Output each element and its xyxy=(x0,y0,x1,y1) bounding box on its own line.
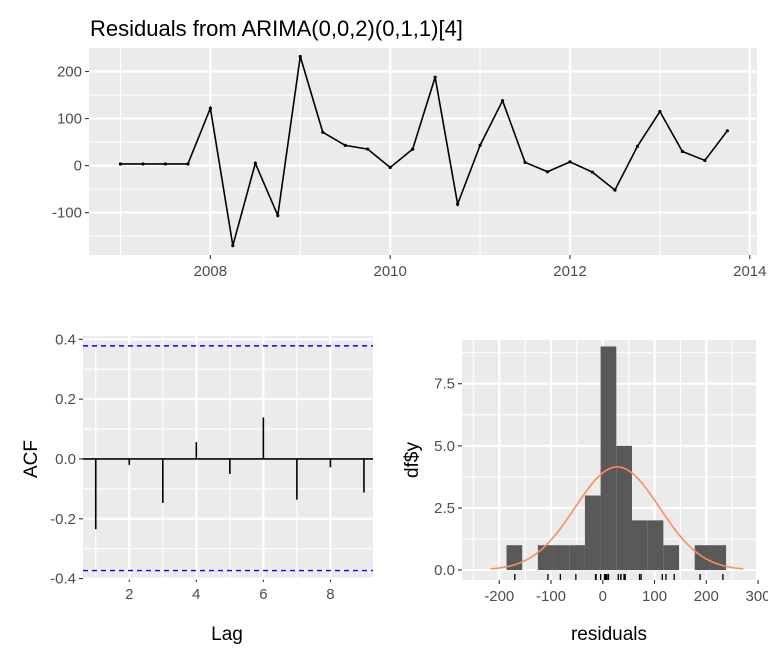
x-tick-label: 6 xyxy=(259,586,267,603)
residual-point xyxy=(635,144,640,148)
residual-point xyxy=(276,213,280,218)
x-tick-label: 100 xyxy=(642,588,667,605)
x-tick-label: -100 xyxy=(536,588,566,605)
residuals-plot-title: Residuals from ARIMA(0,0,2)(0,1,1)[4] xyxy=(90,16,463,41)
histogram-bar xyxy=(710,545,727,571)
histogram-y-axis-title: df$y xyxy=(402,442,423,478)
residual-point xyxy=(388,165,392,170)
x-tick-label: 2014 xyxy=(733,263,766,280)
residual-point xyxy=(613,188,617,192)
residual-point xyxy=(141,162,145,166)
x-tick-label: 2008 xyxy=(194,263,227,280)
residual-point xyxy=(680,149,684,154)
residual-point xyxy=(545,170,550,174)
residuals-histogram: -200 -100 0 100 200 300 0.0 2.5 5.0 7.5 xyxy=(434,340,768,605)
residual-point xyxy=(343,143,347,147)
y-tick-label: 200 xyxy=(57,64,82,81)
histogram-bar xyxy=(631,520,648,571)
histogram-bar xyxy=(569,545,585,571)
residual-point xyxy=(500,99,505,103)
y-tick-label: 0 xyxy=(74,158,82,175)
residual-point xyxy=(366,147,370,151)
y-tick-label: 100 xyxy=(57,111,82,128)
x-tick-label: 200 xyxy=(694,588,719,605)
y-tick-label: 7.5 xyxy=(434,376,455,393)
y-tick-label: -0.2 xyxy=(50,511,76,528)
residual-point xyxy=(725,129,729,133)
residual-point xyxy=(523,160,527,164)
residual-point xyxy=(703,158,707,163)
residual-point xyxy=(590,170,595,174)
histogram-x-axis-title: residuals xyxy=(571,624,647,645)
histogram-bar xyxy=(647,520,664,571)
x-tick-label: 4 xyxy=(192,586,200,603)
residual-point xyxy=(118,162,123,166)
residual-point xyxy=(433,75,437,79)
residual-point xyxy=(658,109,662,114)
y-tick-label: 0.2 xyxy=(55,391,76,408)
y-tick-label: 0.0 xyxy=(55,451,76,468)
x-tick-label: 2010 xyxy=(373,263,406,280)
x-tick-label: 0 xyxy=(599,588,607,605)
acf-plot: 2 4 6 8 -0.4 -0.2 0.0 0.2 0.4 xyxy=(50,331,373,603)
x-tick-label: 2012 xyxy=(553,263,586,280)
histogram-bar xyxy=(537,545,554,571)
histogram-bar xyxy=(616,445,632,571)
panel-background xyxy=(83,336,373,578)
acf-y-axis-title: ACF xyxy=(21,440,42,478)
residual-point xyxy=(411,147,415,151)
histogram-bar xyxy=(553,545,570,571)
y-tick-label: 0.4 xyxy=(55,331,76,348)
histogram-bar xyxy=(584,495,601,571)
residual-point xyxy=(163,162,168,166)
x-tick-label: 300 xyxy=(746,588,768,605)
residual-line xyxy=(120,56,728,246)
residual-point xyxy=(253,161,257,165)
residual-point xyxy=(568,160,572,164)
residual-point xyxy=(456,202,460,206)
x-tick-label: 8 xyxy=(326,586,334,603)
residuals-time-plot: 2008 2010 2012 2014 -100 0 100 200 xyxy=(52,48,766,280)
residual-point xyxy=(231,243,235,248)
x-tick-label: 2 xyxy=(125,586,133,603)
y-tick-label: 5.0 xyxy=(434,438,455,455)
histogram-bar xyxy=(600,346,617,571)
residual-point xyxy=(298,54,302,59)
y-tick-label: -0.4 xyxy=(50,571,76,588)
residual-point xyxy=(321,130,325,134)
y-tick-label: -100 xyxy=(52,205,82,222)
histogram-bar xyxy=(663,545,680,571)
residual-point xyxy=(478,143,482,147)
y-tick-label: 0.0 xyxy=(434,562,455,579)
acf-x-axis-title: Lag xyxy=(211,624,243,645)
x-tick-label: -200 xyxy=(484,588,514,605)
panel-background xyxy=(89,48,757,255)
residual-point xyxy=(208,106,212,110)
normal-density-curve xyxy=(490,466,744,570)
y-tick-label: 2.5 xyxy=(434,500,455,517)
residual-point xyxy=(186,162,190,166)
